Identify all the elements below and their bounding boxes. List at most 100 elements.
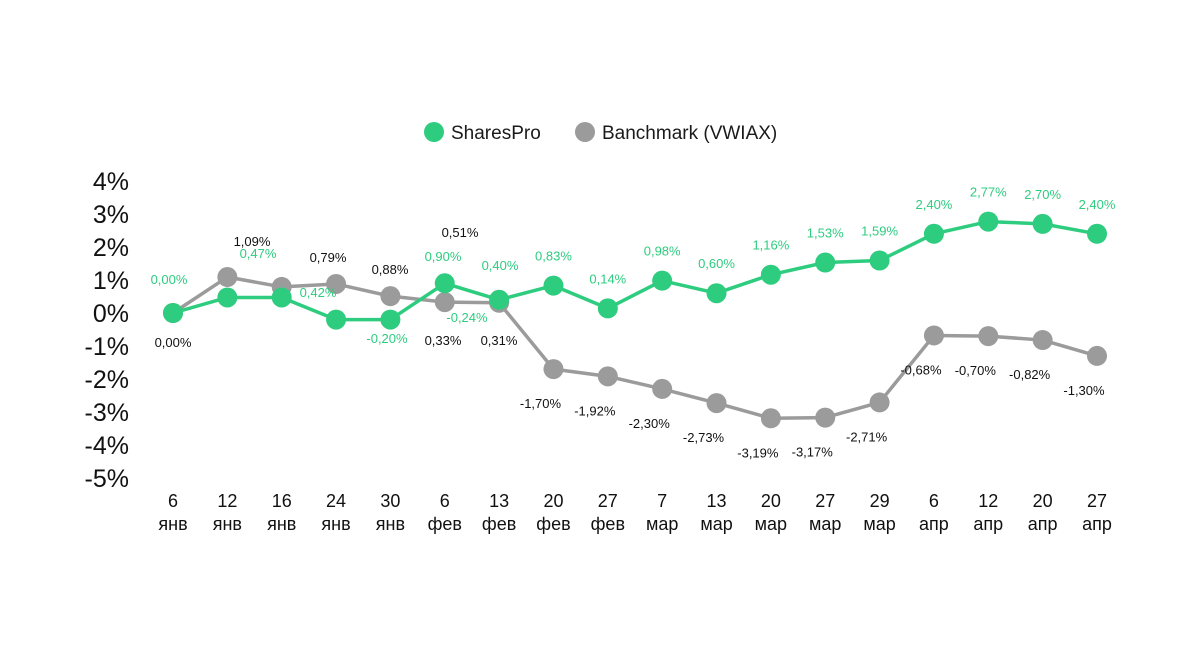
data-point-sharespro (869, 250, 890, 271)
x-tick-day: 24 (326, 491, 346, 511)
data-label-sharespro: 0,40% (482, 258, 519, 273)
x-tick-day: 27 (815, 491, 835, 511)
data-point-benchmark (217, 267, 238, 288)
data-label-sharespro: 0,98% (644, 244, 681, 259)
y-axis: 4% 3% 2% 1% 0% -1% -2% -3% -4% -5% (85, 168, 129, 493)
x-tick-day: 27 (598, 491, 618, 511)
data-point-sharespro (217, 287, 238, 308)
data-point-benchmark (380, 286, 401, 307)
x-tick-day: 13 (489, 491, 509, 511)
y-tick-label: 3% (93, 201, 129, 229)
data-point-sharespro (1087, 223, 1107, 244)
data-point-sharespro (815, 252, 836, 273)
y-tick-label: -2% (85, 366, 129, 394)
y-tick-label: 1% (93, 267, 129, 295)
x-tick-month: янв (321, 514, 350, 534)
legend: SharesPro Banchmark (VWIAX) (424, 122, 777, 144)
data-label-sharespro: 0,42% (300, 285, 337, 300)
x-tick-month: апр (919, 514, 949, 534)
data-label-benchmark: 0,79% (310, 250, 347, 265)
x-tick-month: мар (755, 514, 787, 534)
data-point-benchmark (1032, 330, 1053, 351)
data-label-benchmark: -0,70% (955, 363, 997, 378)
data-label-sharespro: 0,60% (698, 256, 735, 271)
x-tick-month: мар (646, 514, 678, 534)
data-label-sharespro: 2,40% (1079, 197, 1116, 212)
data-label-benchmark: 0,33% (425, 333, 462, 348)
x-tick-day: 6 (929, 491, 939, 511)
data-label-benchmark: 0,31% (481, 333, 518, 348)
series-group (163, 211, 1107, 429)
x-axis: 6 янв 12 янв 16 янв 24 янв 30 янв 6 фев 13 фев 20 фев 27… (158, 491, 1112, 534)
x-tick-month: мар (700, 514, 732, 534)
data-point-benchmark (923, 325, 944, 346)
data-label-benchmark: -3,19% (737, 445, 779, 460)
data-label-sharespro: 1,59% (861, 224, 898, 239)
data-point-benchmark (706, 393, 727, 414)
data-point-sharespro (760, 264, 781, 285)
data-label-sharespro: 2,70% (1024, 187, 1061, 202)
data-point-benchmark (1087, 345, 1107, 366)
x-tick-day: 12 (978, 491, 998, 511)
data-label-sharespro: 2,40% (916, 197, 953, 212)
data-label-benchmark: -1,92% (574, 403, 616, 418)
data-label-sharespro: 1,53% (807, 226, 844, 241)
legend-label-benchmark: Banchmark (VWIAX) (602, 123, 777, 144)
data-point-sharespro (923, 223, 944, 244)
x-tick-day: 6 (168, 491, 178, 511)
y-tick-label: 2% (93, 234, 129, 262)
x-tick-month: апр (1028, 514, 1058, 534)
data-label-benchmark: 0,51% (442, 225, 479, 240)
data-label-benchmark: 1,09% (234, 234, 271, 249)
x-tick-day: 6 (440, 491, 450, 511)
series-line-sharespro (171, 219, 1099, 322)
legend-marker-sharespro (424, 122, 444, 142)
data-label-benchmark: -3,17% (792, 445, 834, 460)
data-label-benchmark: 0,00% (155, 335, 192, 350)
data-point-sharespro (706, 283, 727, 304)
data-label-benchmark: -2,30% (629, 416, 671, 431)
data-label-sharespro: 0,90% (425, 249, 462, 264)
x-tick-month: янв (213, 514, 242, 534)
data-label-benchmark: -1,70% (520, 396, 562, 411)
data-point-sharespro (434, 273, 455, 294)
x-tick-month: мар (863, 514, 895, 534)
x-tick-month: апр (973, 514, 1003, 534)
x-tick-day: 13 (707, 491, 727, 511)
x-tick-month: фев (482, 514, 516, 534)
data-point-benchmark (760, 408, 781, 429)
data-point-sharespro (597, 298, 618, 319)
data-label-benchmark: -2,73% (683, 430, 725, 445)
data-labels: 0,00% 0,47% 0,42% -0,20% 0,90% -0,24% 0,40% 0,8… (151, 185, 1116, 461)
y-tick-label: -3% (85, 399, 129, 427)
x-tick-month: мар (809, 514, 841, 534)
x-tick-month: фев (536, 514, 570, 534)
data-label-benchmark: -0,68% (900, 362, 942, 377)
data-point-benchmark (543, 359, 564, 380)
data-label-benchmark: 0,88% (372, 262, 409, 277)
x-tick-day: 7 (657, 491, 667, 511)
legend-label-sharespro: SharesPro (451, 123, 541, 144)
data-point-benchmark (652, 378, 673, 399)
data-point-sharespro (1032, 213, 1053, 234)
x-tick-day: 16 (272, 491, 292, 511)
data-point-sharespro (326, 309, 347, 330)
data-label-sharespro: -0,20% (366, 331, 408, 346)
data-point-benchmark (869, 392, 890, 413)
data-label-benchmark: -2,71% (846, 429, 888, 444)
x-tick-day: 20 (543, 491, 563, 511)
data-label-sharespro: 0,00% (151, 272, 188, 287)
y-tick-label: 4% (93, 168, 129, 196)
x-tick-day: 12 (217, 491, 237, 511)
x-tick-day: 27 (1087, 491, 1107, 511)
data-point-benchmark (597, 366, 618, 387)
data-label-sharespro: -0,24% (446, 310, 488, 325)
x-tick-day: 20 (761, 491, 781, 511)
data-label-sharespro: 0,14% (589, 271, 626, 286)
legend-marker-benchmark (575, 122, 595, 142)
data-point-benchmark (326, 273, 347, 294)
data-point-sharespro (543, 275, 564, 296)
data-label-sharespro: 0,83% (535, 249, 572, 264)
x-tick-day: 30 (380, 491, 400, 511)
